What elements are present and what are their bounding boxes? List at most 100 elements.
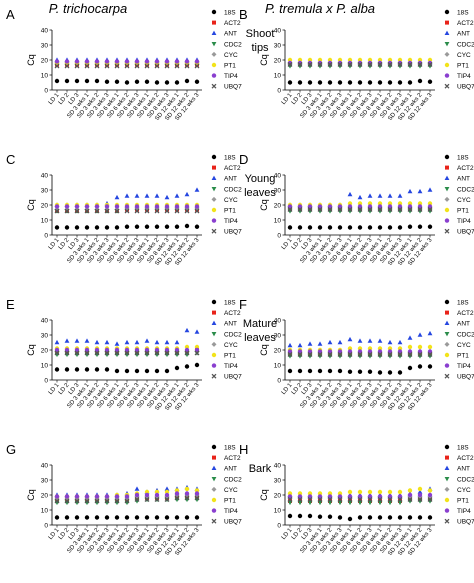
row-label: Bark: [249, 463, 272, 475]
legend-marker-cyc: [444, 341, 450, 347]
data-point-18s: [317, 514, 323, 519]
panel-letter: B: [239, 7, 248, 22]
y-axis-label: Cq: [26, 54, 36, 66]
data-point-18s: [377, 225, 383, 230]
data-point-ant: [194, 329, 200, 334]
data-point-tip4: [184, 491, 190, 496]
data-point-18s: [297, 513, 303, 519]
data-point-pt1: [184, 486, 190, 492]
data-point-18s: [397, 370, 403, 375]
data-point-tip4: [114, 204, 120, 209]
data-point-ubq7: [397, 207, 403, 212]
panel-letter: C: [6, 152, 15, 167]
data-point-ant: [94, 339, 100, 345]
data-point-tip4: [94, 204, 100, 209]
legend-marker-cyc: [211, 51, 217, 57]
legend-label: ANT: [457, 466, 470, 473]
data-point-ubq7: [124, 350, 130, 356]
y-tick-label: 30: [41, 333, 49, 340]
data-point-18s: [74, 367, 80, 372]
legend-marker-act2: [445, 165, 449, 170]
data-point-ant: [174, 339, 180, 345]
legend-label: TIP4: [457, 508, 471, 515]
data-point-ubq7: [94, 63, 100, 69]
data-point-pt1: [427, 488, 433, 493]
legend-label: ACT2: [224, 310, 241, 317]
data-point-cdc2: [357, 500, 363, 506]
data-point-tip4: [144, 204, 150, 209]
data-point-ubq7: [317, 352, 323, 357]
data-point-ubq7: [347, 497, 353, 502]
data-point-tip4: [144, 492, 150, 498]
data-point-ant: [54, 339, 60, 345]
data-point-18s: [397, 225, 403, 230]
data-point-ant: [174, 193, 180, 198]
data-point-ubq7: [357, 352, 363, 357]
data-point-ubq7: [287, 207, 293, 212]
y-tick-label: 40: [274, 463, 282, 470]
data-point-tip4: [124, 204, 130, 209]
data-point-18s: [397, 515, 403, 520]
legend-label: PT1: [457, 498, 469, 505]
legend-label: TIP4: [224, 363, 238, 370]
data-point-18s: [357, 515, 363, 520]
data-point-18s: [94, 78, 100, 84]
legend-marker-cyc: [444, 51, 450, 57]
data-point-ant: [64, 338, 70, 343]
y-tick-label: 10: [274, 508, 282, 515]
panel-letter: G: [6, 442, 16, 457]
y-tick-label: 30: [274, 333, 282, 340]
data-point-18s: [287, 368, 293, 374]
data-point-18s: [377, 515, 383, 520]
data-point-18s: [377, 370, 383, 375]
y-tick-label: 20: [41, 203, 49, 210]
data-point-ubq7: [337, 207, 343, 212]
y-tick-label: 10: [274, 218, 282, 225]
data-point-18s: [174, 224, 180, 229]
legend-label: UBQ7: [224, 84, 242, 91]
data-point-ubq7: [297, 352, 303, 357]
data-point-ant: [84, 338, 90, 343]
data-point-tip4: [104, 59, 110, 64]
data-point-ubq7: [144, 497, 150, 502]
legend-label: PT1: [224, 498, 236, 505]
data-point-ubq7: [124, 208, 130, 214]
data-point-ant: [104, 339, 110, 345]
y-tick-label: 10: [41, 363, 49, 370]
y-tick-label: 30: [41, 478, 49, 485]
data-point-ubq7: [357, 62, 363, 67]
row-label: Shoot: [246, 28, 275, 40]
data-point-18s: [317, 225, 323, 230]
data-point-tip4: [194, 491, 200, 496]
legend-label: CYC: [457, 197, 471, 204]
data-point-ant: [407, 335, 413, 340]
data-point-ubq7: [64, 350, 70, 356]
data-point-ubq7: [377, 352, 383, 357]
data-point-ant: [164, 194, 170, 200]
legend-marker-act2: [212, 310, 216, 315]
data-point-ubq7: [417, 62, 423, 67]
data-point-tip4: [54, 204, 60, 209]
data-point-18s: [297, 225, 303, 230]
data-point-ubq7: [367, 207, 373, 212]
legend-marker-pt1: [211, 207, 217, 213]
data-point-ubq7: [164, 350, 170, 356]
data-point-18s: [337, 225, 343, 230]
y-tick-label: 20: [41, 348, 49, 355]
legend-label: CYC: [457, 487, 471, 494]
data-point-ubq7: [74, 208, 80, 214]
data-point-ant: [347, 191, 353, 197]
data-point-ubq7: [427, 497, 433, 502]
data-point-18s: [174, 80, 180, 85]
legend-marker-cdc2: [211, 332, 217, 337]
data-point-18s: [417, 515, 423, 520]
legend-label: CYC: [224, 487, 238, 494]
data-point-18s: [307, 80, 313, 85]
y-tick-label: 0: [277, 233, 281, 240]
data-point-18s: [134, 224, 140, 229]
